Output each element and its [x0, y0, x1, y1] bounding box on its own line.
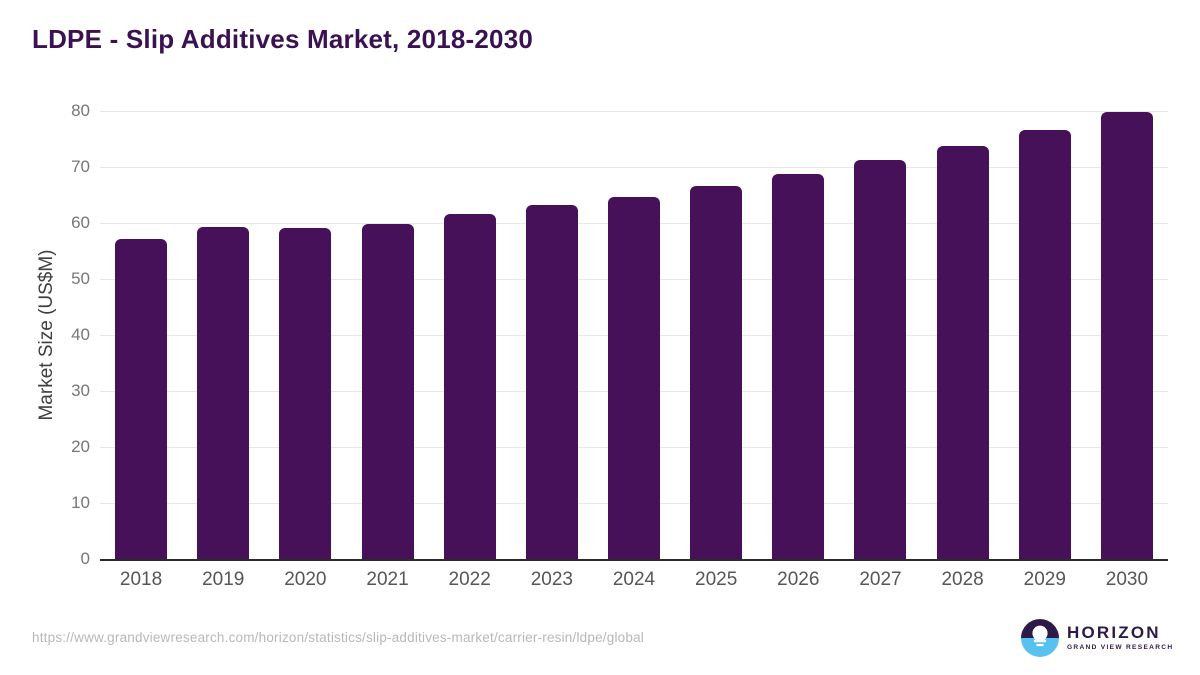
logo-wordmark: HORIZON: [1067, 623, 1161, 642]
y-tick-label-20: 20: [71, 437, 90, 456]
y-tick-label-50: 50: [71, 269, 90, 288]
logo-tagline: GRAND VIEW RESEARCH: [1067, 644, 1174, 651]
x-tick-label-2024: 2024: [612, 569, 656, 590]
logo: HORIZON GRAND VIEW RESEARCH: [1021, 619, 1173, 657]
x-tick-label-2028: 2028: [941, 569, 984, 590]
y-tick-label-70: 70: [71, 157, 90, 176]
x-axis-tick-labels: 2018 2019 2020 2021 2022 2023 2024 2025 2026 2027…: [100, 569, 1168, 593]
bar-2021: [361, 223, 414, 559]
x-tick-label-2021: 2021: [366, 569, 409, 590]
y-tick-label-40: 40: [71, 325, 90, 344]
bar-2018: [115, 239, 168, 559]
x-tick-label-2020: 2020: [284, 569, 327, 590]
gridline-y-70: [100, 167, 1168, 168]
bar-2027: [854, 159, 907, 559]
x-tick-label-2029: 2029: [1023, 569, 1066, 590]
x-tick-label-2018: 2018: [119, 569, 163, 590]
bar-2025: [690, 186, 743, 559]
x-tick-label-2027: 2027: [859, 569, 902, 590]
x-tick-label-2026: 2026: [777, 569, 820, 590]
y-axis-tick-labels: 0 10 20 30 40 50 60 70 80: [0, 101, 90, 568]
bar-2028: [936, 145, 989, 559]
x-tick-label-2019: 2019: [202, 569, 245, 590]
source-url: https://www.grandviewresearch.com/horizo…: [32, 630, 644, 645]
y-tick-label-10: 10: [71, 493, 90, 512]
y-tick-label-0: 0: [80, 549, 90, 568]
logo-text-block: HORIZON GRAND VIEW RESEARCH: [1067, 624, 1173, 652]
bar-2029: [1018, 130, 1071, 559]
bar-2026: [772, 173, 825, 559]
x-tick-label-2022: 2022: [448, 569, 491, 590]
bar-2019: [197, 226, 250, 559]
y-tick-label-60: 60: [71, 213, 90, 232]
gridline-y-80: [100, 111, 1168, 112]
bar-2023: [525, 205, 578, 559]
plot-area: [100, 111, 1168, 561]
bar-2022: [443, 214, 496, 559]
x-tick-label-2030: 2030: [1105, 569, 1149, 590]
y-tick-label-30: 30: [71, 381, 90, 400]
chart-title: LDPE - Slip Additives Market, 2018-2030: [32, 24, 534, 54]
x-tick-label-2023: 2023: [530, 569, 573, 590]
y-tick-label-80: 80: [71, 101, 90, 120]
horizon-logo-icon: [1021, 619, 1059, 657]
bar-2020: [279, 228, 332, 559]
bar-2024: [608, 196, 660, 559]
bar-2030: [1100, 111, 1153, 559]
x-tick-label-2025: 2025: [695, 569, 738, 590]
